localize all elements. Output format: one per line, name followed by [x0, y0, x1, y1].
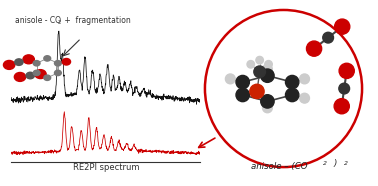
Text: +  fragmentation: + fragmentation: [62, 16, 131, 25]
Circle shape: [254, 66, 265, 78]
Circle shape: [3, 60, 15, 69]
Circle shape: [285, 88, 299, 102]
Circle shape: [44, 56, 51, 61]
Circle shape: [307, 41, 322, 56]
Text: 2: 2: [324, 161, 327, 166]
Circle shape: [265, 60, 272, 68]
Circle shape: [62, 58, 71, 65]
Circle shape: [261, 95, 274, 108]
Circle shape: [225, 74, 235, 84]
Circle shape: [323, 32, 333, 43]
Circle shape: [14, 73, 26, 81]
Circle shape: [262, 64, 272, 74]
Circle shape: [256, 56, 263, 64]
Circle shape: [339, 83, 350, 94]
Circle shape: [250, 84, 264, 99]
Circle shape: [54, 61, 61, 66]
Circle shape: [261, 69, 274, 82]
Circle shape: [335, 19, 350, 34]
Text: anisole - CO: anisole - CO: [15, 16, 61, 25]
Text: ): ): [334, 159, 337, 168]
Circle shape: [300, 93, 310, 103]
Circle shape: [236, 88, 249, 102]
X-axis label: RE2PI spectrum: RE2PI spectrum: [73, 163, 139, 172]
Circle shape: [236, 75, 249, 89]
Text: anisole – (CO: anisole – (CO: [251, 162, 307, 171]
Circle shape: [26, 72, 34, 79]
Circle shape: [300, 74, 310, 84]
Circle shape: [285, 75, 299, 89]
Circle shape: [44, 75, 51, 80]
Circle shape: [23, 55, 34, 64]
Circle shape: [33, 61, 40, 66]
Circle shape: [339, 63, 354, 78]
Circle shape: [334, 99, 349, 114]
Circle shape: [33, 70, 40, 76]
Circle shape: [247, 60, 254, 68]
Text: 2: 2: [57, 20, 61, 25]
Circle shape: [15, 59, 23, 65]
Circle shape: [54, 70, 61, 76]
Circle shape: [35, 70, 46, 78]
Circle shape: [262, 103, 272, 113]
Text: 2: 2: [344, 161, 348, 166]
